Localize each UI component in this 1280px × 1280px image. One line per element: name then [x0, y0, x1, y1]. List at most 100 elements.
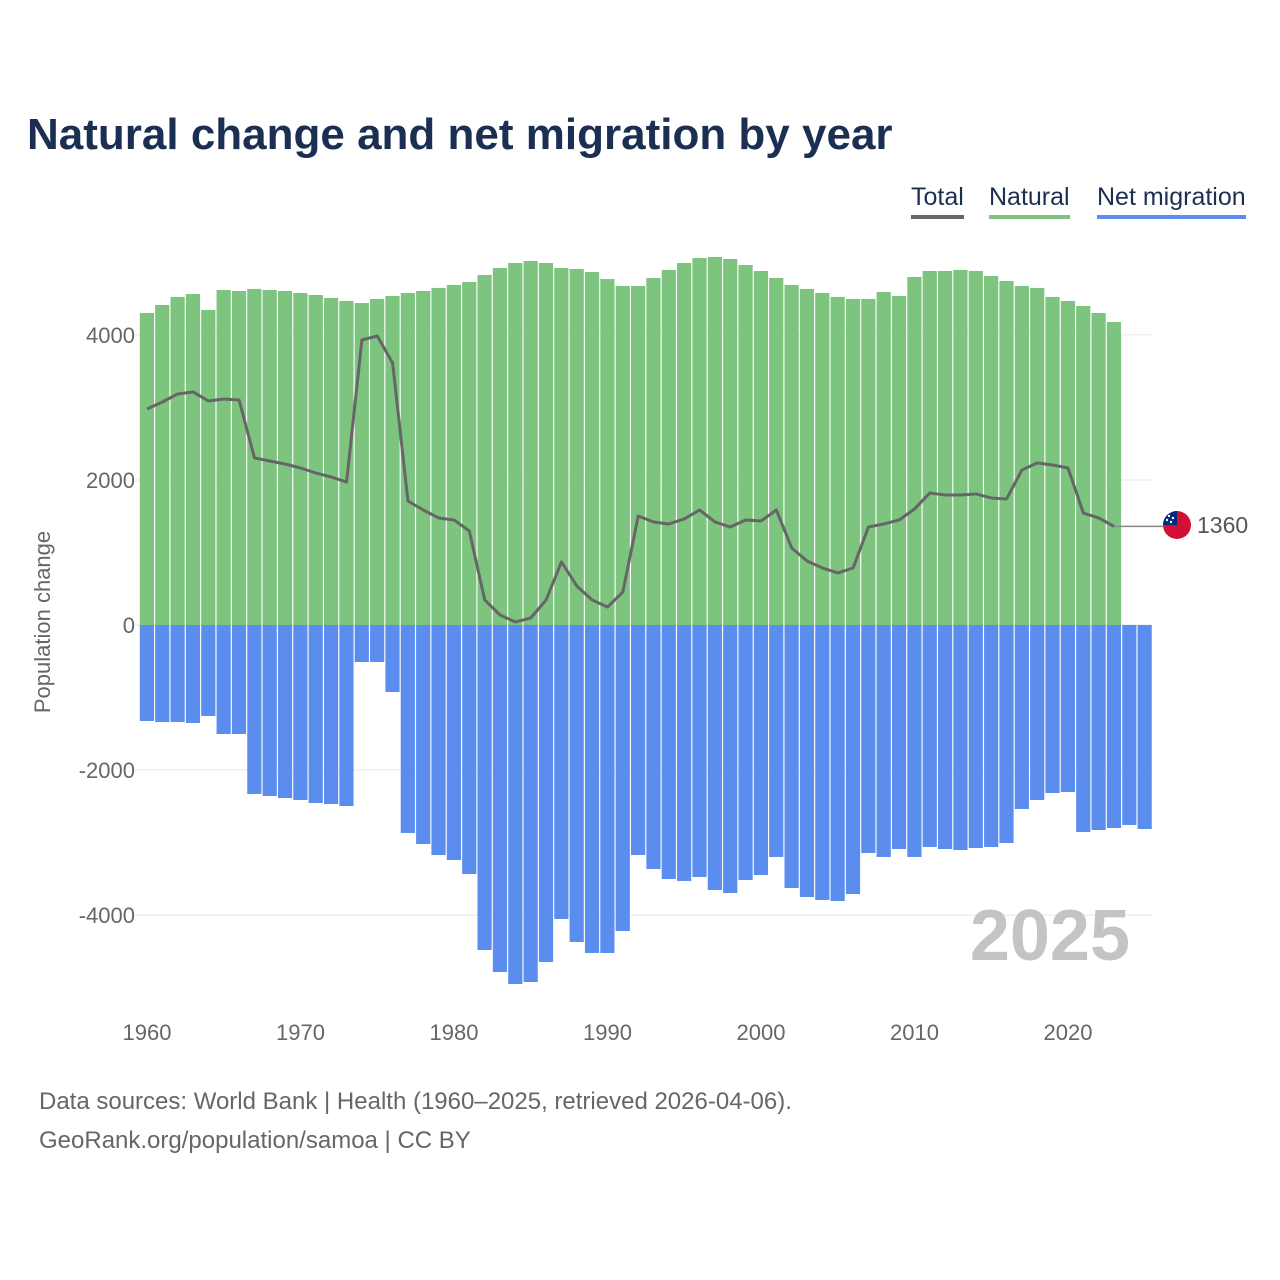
natural-bar [231, 290, 247, 625]
migration-bar [1014, 625, 1029, 809]
chart-title: Natural change and net migration by year [27, 110, 893, 159]
natural-bar [968, 270, 983, 625]
natural-bar [1045, 296, 1060, 625]
natural-bar [370, 298, 385, 625]
y-tick-label: 2000 [86, 468, 135, 493]
total-line [146, 334, 1115, 624]
natural-bar [477, 274, 492, 625]
migration-bar [769, 625, 784, 857]
natural-bar [538, 262, 554, 625]
source-note: Data sources: World Bank | Health (1960–… [39, 1088, 792, 1115]
natural-bar [753, 270, 768, 625]
legend-natural[interactable]: Natural [989, 183, 1070, 219]
natural-bar [876, 292, 891, 625]
x-tick-label: 1970 [276, 1020, 325, 1045]
source-link[interactable]: GeoRank.org/population/samoa | CC BY [39, 1127, 471, 1154]
natural-bar [1106, 322, 1122, 625]
natural-bar [523, 260, 538, 625]
x-tick-label: 2020 [1044, 1020, 1093, 1045]
natural-bar [262, 289, 277, 625]
x-tick-label: 2000 [737, 1020, 786, 1045]
migration-bar [907, 625, 922, 857]
natural-bar [385, 295, 400, 625]
x-tick-label: 1990 [583, 1020, 632, 1045]
migration-bar [446, 625, 461, 861]
migration-bar [431, 625, 446, 856]
migration-bar [538, 625, 554, 962]
migration-bar [201, 625, 216, 717]
natural-bar [170, 296, 185, 625]
natural-bar [400, 293, 415, 625]
natural-bar [769, 278, 784, 625]
natural-bar [723, 259, 738, 625]
migration-bar [984, 625, 999, 847]
migration-bar [523, 625, 538, 982]
migration-bar [845, 625, 861, 895]
natural-bar [293, 293, 308, 625]
migration-bar [1060, 625, 1075, 793]
natural-bar [201, 309, 216, 625]
y-tick-label: 4000 [86, 323, 135, 348]
migration-bar [738, 625, 753, 880]
natural-bar [615, 285, 630, 625]
natural-bar [907, 276, 922, 625]
migration-bar [968, 625, 983, 848]
natural-bar [830, 296, 845, 625]
migration-bar [938, 625, 953, 850]
natural-bar [1014, 285, 1029, 625]
natural-bar [462, 281, 477, 625]
legend-net-migration[interactable]: Net migration [1097, 183, 1246, 219]
migration-bar [723, 625, 738, 894]
migration-bar [385, 625, 400, 693]
natural-bar [631, 285, 646, 625]
legend-total[interactable]: Total [911, 183, 964, 219]
migration-bar [170, 625, 185, 723]
natural-bar [139, 312, 154, 625]
migration-bar [922, 625, 937, 847]
migration-bar [753, 625, 768, 876]
natural-bar [185, 293, 201, 625]
end-value-label: 1360 [1197, 512, 1248, 538]
migration-bar [953, 625, 968, 851]
natural-bar [155, 304, 170, 625]
natural-bar [584, 271, 600, 625]
natural-bar [938, 270, 953, 625]
natural-bar [999, 280, 1014, 625]
natural-bar [508, 262, 523, 625]
migration-bar [416, 625, 431, 844]
migration-bar [784, 625, 799, 889]
natural-bar [308, 294, 323, 625]
migration-bar [692, 625, 707, 877]
migration-bar [661, 625, 676, 880]
samoa-flag-icon [1163, 511, 1191, 539]
natural-bar [799, 288, 815, 625]
migration-bar [600, 625, 615, 953]
migration-bar [554, 625, 569, 919]
migration-bar [139, 625, 154, 722]
y-tick-label: -4000 [79, 903, 135, 928]
natural-bar [492, 268, 508, 625]
natural-bar [1091, 312, 1106, 625]
migration-bar [1106, 625, 1122, 828]
x-tick-label: 1960 [123, 1020, 172, 1045]
natural-bar [554, 268, 569, 625]
natural-bar [646, 278, 661, 625]
migration-bar [584, 625, 600, 953]
migration-bar [631, 625, 646, 856]
y-tick-label: 0 [123, 613, 135, 638]
x-tick-label: 2010 [890, 1020, 939, 1045]
migration-bar [830, 625, 845, 901]
natural-bar [815, 293, 830, 625]
natural-bar [692, 257, 707, 625]
migration-bar [1122, 625, 1137, 825]
migration-bar [508, 625, 523, 985]
migration-bar [799, 625, 815, 898]
natural-bar [569, 269, 584, 625]
migration-bar [262, 625, 277, 796]
migration-bar [1045, 625, 1060, 794]
migration-bar [155, 625, 170, 723]
migration-bar [891, 625, 907, 850]
x-tick-label: 1980 [430, 1020, 479, 1045]
migration-bar [308, 625, 323, 804]
natural-bar [600, 279, 615, 625]
